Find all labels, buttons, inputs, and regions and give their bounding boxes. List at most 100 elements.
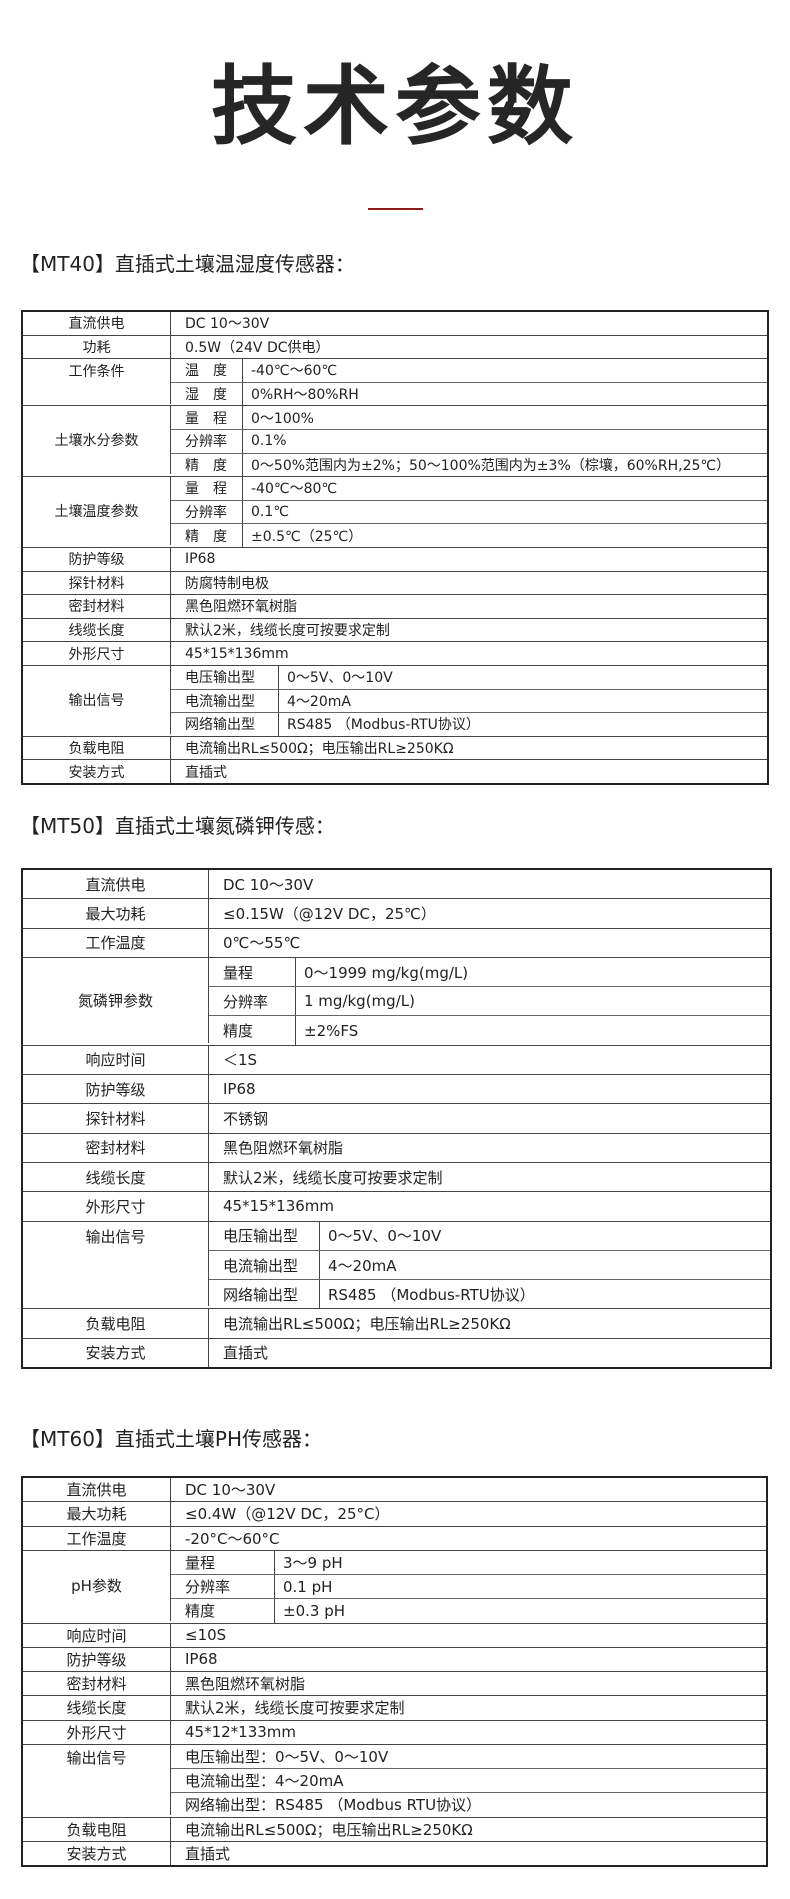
sub-row-value: 0%RH～80%RH	[251, 387, 359, 404]
table-row: 安装方式 直插式	[23, 1337, 770, 1368]
row-label: 安装方式	[23, 1841, 171, 1865]
sub-row-key: 分辨率	[171, 1575, 275, 1599]
sub-row: 电流输出型 4～20mA	[171, 688, 767, 713]
row-values: 直插式	[171, 1842, 766, 1865]
section-heading: 【MT60】直插式土壤PH传感器：	[20, 1427, 323, 1451]
row-value: 电流输出RL≤500Ω；电压输出RL≥250KΩ	[223, 1315, 511, 1334]
row-label: 防护等级	[23, 1647, 171, 1671]
row-label: 外形尺寸	[23, 642, 171, 665]
sub-row: 网络输出型 RS485 （Modbus-RTU协议）	[171, 712, 767, 736]
row-label: 直流供电	[23, 1478, 171, 1502]
sub-row: 分辨率 0.1%	[171, 428, 767, 453]
row-value: 45*12*133mm	[185, 1723, 297, 1742]
section-heading: 【MT40】直插式土壤温湿度传感器：	[20, 252, 355, 276]
table-row: 外形尺寸 45*15*136mm	[23, 1191, 770, 1221]
row-values: 电压输出型 0～5V、0～10V 电流输出型 4～20mA 网络输出型 RS485 （Mo…	[209, 1221, 770, 1309]
sub-row-value: 3～9 pH	[283, 1553, 343, 1572]
table-row: 线缆长度 默认2米，线缆长度可按要求定制	[23, 1161, 770, 1192]
row-values: IP68	[209, 1075, 770, 1103]
row-label: 直流供电	[23, 312, 171, 335]
sub-row-value: 1 mg/kg(mg/L)	[304, 992, 415, 1011]
table-row: 土壤温度参数量 程 -40℃～80℃ 分辨率 0.1℃ 精 度 ±0.5℃（25℃）	[23, 476, 767, 547]
row-value: 45*15*136mm	[185, 645, 289, 662]
sub-row: 分辨率 0.1℃	[171, 499, 767, 524]
row-label: 响应时间	[23, 1623, 171, 1647]
row-label: 氮磷钾参数	[23, 957, 209, 1043]
row-label: 负载电阻	[23, 1309, 209, 1338]
row-values: DC 10～30V	[209, 870, 770, 898]
row-values: 默认2米，线缆长度可按要求定制	[209, 1163, 770, 1191]
sub-row: 电压输出型：0～5V、0～10V	[171, 1745, 766, 1768]
row-label: 工作温度	[23, 1526, 171, 1550]
row-label: 探针材料	[23, 1104, 209, 1133]
row-label: 密封材料	[23, 1133, 209, 1162]
row-label: 安装方式	[23, 760, 171, 783]
sub-row: 量程 0～1999 mg/kg(mg/L)	[209, 957, 770, 987]
table-row: 安装方式 直插式	[23, 759, 767, 783]
row-values: 默认2米，线缆长度可按要求定制	[171, 619, 767, 642]
sub-row-value: -40℃～60℃	[251, 363, 338, 380]
row-value: ≤10S	[185, 1626, 227, 1645]
row-label: 最大功耗	[23, 1502, 171, 1526]
row-value: 防腐特制电极	[185, 575, 269, 592]
table-row: 安装方式 直插式	[23, 1840, 766, 1865]
sub-row-value: ±0.5℃（25℃）	[251, 528, 363, 545]
sub-row-value: RS485 （Modbus-RTU协议）	[287, 717, 480, 734]
spec-table: 直流供电 DC 10～30V 功耗 0.5W（24V DC供电） 工作条件温 度 -40℃…	[21, 310, 769, 785]
row-values: 电流输出RL≤500Ω；电压输出RL≥250KΩ	[171, 737, 767, 760]
row-values: ≤0.4W（@12V DC，25°C）	[171, 1502, 766, 1525]
row-label: 密封材料	[23, 1672, 171, 1696]
row-values: 电流输出RL≤500Ω；电压输出RL≥250KΩ	[171, 1818, 766, 1841]
row-label: 探针材料	[23, 571, 171, 595]
table-row: 输出信号 电压输出型：0～5V、0～10V 电流输出型：4～20mA 网络输出型：RS…	[23, 1743, 766, 1817]
row-value: 直插式	[185, 764, 227, 781]
page-title: 技术参数	[211, 57, 579, 157]
sub-row-value: 电压输出型：0～5V、0～10V	[185, 1747, 389, 1766]
row-value: 黑色阻燃环氧树脂	[185, 599, 297, 616]
sub-row: 量程 3～9 pH	[171, 1550, 766, 1574]
sub-row-value: 0.1℃	[251, 504, 289, 521]
row-values: ＜1S	[209, 1046, 770, 1074]
sub-row-key: 电压输出型	[171, 665, 279, 689]
row-label: 土壤水分参数	[23, 406, 171, 475]
sub-row-key: 量程	[171, 1550, 275, 1574]
sub-row: 电流输出型 4～20mA	[209, 1249, 770, 1280]
sub-row-key: 网络输出型	[171, 713, 279, 736]
table-row: 线缆长度 默认2米，线缆长度可按要求定制	[23, 1695, 766, 1720]
table-row: 响应时间 ≤10S	[23, 1622, 766, 1647]
row-value: DC 10～30V	[185, 1481, 276, 1500]
sub-row-key: 精度	[171, 1599, 275, 1623]
table-row: 最大功耗 ≤0.15W（@12V DC，25℃）	[23, 898, 770, 928]
sub-row-value: -40℃～80℃	[251, 481, 338, 498]
sub-row: 精 度 ±0.5℃（25℃）	[171, 523, 767, 547]
row-label: 输出信号	[23, 1744, 171, 1815]
row-value: 0.5W（24V DC供电）	[185, 339, 330, 356]
sub-row: 电压输出型 0～5V、0～10V	[171, 665, 767, 689]
sub-row-key: 量 程	[171, 477, 243, 500]
table-row: 负载电阻 电流输出RL≤500Ω；电压输出RL≥250KΩ	[23, 1816, 766, 1841]
sub-row-value: 0.1%	[251, 433, 287, 450]
sub-row-value: 网络输出型：RS485 （Modbus RTU协议）	[185, 1796, 482, 1815]
row-values: 量程 3～9 pH 分辨率 0.1 pH 精度 ±0.3 pH	[171, 1550, 766, 1623]
row-label: 线缆长度	[23, 1696, 171, 1720]
sub-row-value: 4～20mA	[328, 1256, 397, 1275]
section-heading: 【MT50】直插式土壤氮磷钾传感：	[20, 814, 335, 838]
row-value: IP68	[185, 1650, 218, 1669]
row-value: DC 10～30V	[223, 875, 314, 894]
sub-row-key: 精 度	[171, 524, 243, 547]
sub-row-key: 温 度	[171, 359, 243, 382]
row-label: 土壤温度参数	[23, 477, 171, 545]
row-label: pH参数	[23, 1550, 171, 1621]
row-label: 负载电阻	[23, 1817, 171, 1841]
row-values: ≤10S	[171, 1624, 766, 1647]
sub-row: 分辨率 0.1 pH	[171, 1574, 766, 1599]
row-value: 直插式	[185, 1844, 231, 1863]
sub-row-key: 分辨率	[171, 429, 243, 453]
row-values: -20°C～60°C	[171, 1527, 766, 1550]
row-value: 不锈钢	[223, 1110, 269, 1129]
sub-row: 量 程 0～100%	[171, 406, 767, 429]
row-label: 安装方式	[23, 1338, 209, 1368]
row-label: 负载电阻	[23, 736, 171, 760]
table-row: 防护等级 IP68	[23, 546, 767, 571]
sub-row-value: 0～5V、0～10V	[328, 1227, 442, 1246]
